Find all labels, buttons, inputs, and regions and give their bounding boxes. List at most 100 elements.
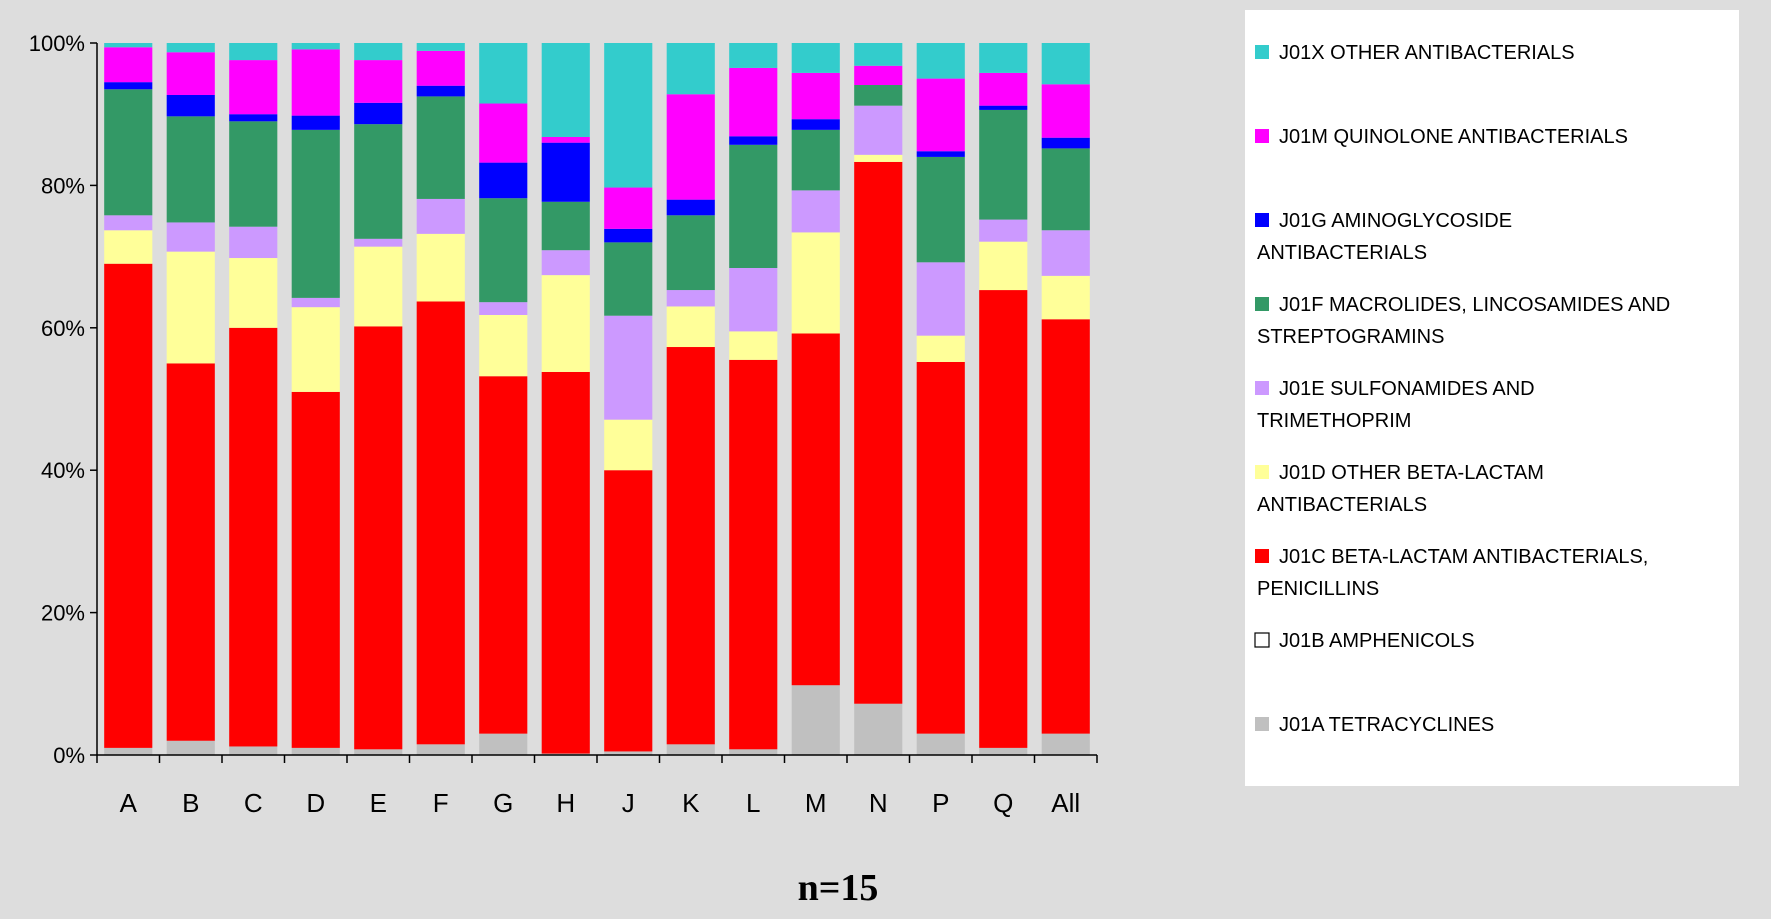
bar-segment-F-series-4 (416, 198, 465, 234)
bar-segment-E-series-2 (354, 326, 403, 750)
bar-segment-D-series-3 (291, 307, 340, 392)
bar-segment-C-series-2 (229, 327, 278, 747)
bar-segment-Q-series-4 (979, 219, 1028, 242)
bar-segment-C-series-0 (229, 746, 278, 755)
bar-segment-N-series-4 (854, 105, 903, 155)
bar-segment-G-series-6 (479, 162, 528, 199)
bar-segment-B-series-4 (166, 222, 215, 252)
x-category-label: P (932, 788, 949, 818)
bar-segment-K-series-5 (666, 215, 715, 291)
bar-segment-N-series-3 (854, 154, 903, 162)
bar-segment-L-series-8 (729, 43, 778, 68)
bar-segment-C-series-8 (229, 43, 278, 61)
bar-segment-M-series-0 (791, 685, 840, 755)
legend-label: J01D OTHER BETA-LACTAM (1279, 462, 1544, 484)
bar-segment-P-series-3 (916, 335, 965, 362)
legend-swatch (1255, 213, 1269, 227)
bar-segment-C-series-6 (229, 114, 278, 122)
bar-segment-D-series-6 (291, 115, 340, 130)
x-category-label: K (682, 788, 700, 818)
bar-segment-A-series-3 (104, 230, 153, 264)
bar-segment-N-series-5 (854, 85, 903, 106)
bar-segment-A-series-7 (104, 47, 153, 83)
bar-segment-D-series-0 (291, 747, 340, 755)
bars-layer (104, 43, 1090, 755)
bar-segment-C-series-7 (229, 60, 278, 115)
x-category-label: E (370, 788, 387, 818)
bar-segment-N-series-7 (854, 65, 903, 85)
bar-segment-B-series-3 (166, 251, 215, 364)
bar-segment-All-series-3 (1041, 275, 1090, 320)
y-tick-label: 40% (41, 458, 85, 483)
bar-segment-L-series-7 (729, 67, 778, 137)
bar-segment-L-series-3 (729, 331, 778, 360)
bar-segment-Q-series-7 (979, 72, 1028, 106)
legend-label: ANTIBACTERIALS (1257, 494, 1427, 516)
bar-segment-A-series-0 (104, 747, 153, 755)
bar-segment-P-series-5 (916, 156, 965, 263)
bar-segment-A-series-8 (104, 43, 153, 48)
bar-segment-M-series-3 (791, 232, 840, 334)
bar-segment-All-series-0 (1041, 733, 1090, 755)
bar-segment-B-series-6 (166, 94, 215, 117)
bar-segment-A-series-5 (104, 89, 153, 216)
bar-segment-All-series-8 (1041, 43, 1090, 85)
bar-segment-P-series-6 (916, 151, 965, 157)
bar-segment-B-series-7 (166, 52, 215, 95)
legend-swatch (1255, 45, 1269, 59)
bar-segment-N-series-8 (854, 43, 903, 66)
y-tick-label: 60% (41, 316, 85, 341)
bar-segment-H-series-6 (541, 142, 590, 202)
bar-segment-K-series-0 (666, 744, 715, 755)
bar-segment-G-series-4 (479, 302, 528, 315)
bar-segment-Q-series-3 (979, 241, 1028, 291)
bar-segment-J-series-5 (604, 242, 653, 316)
bar-segment-L-series-5 (729, 144, 778, 268)
legend-swatch (1255, 549, 1269, 563)
bar-segment-H-series-8 (541, 43, 590, 137)
legend-label: PENICILLINS (1257, 578, 1379, 600)
bar-segment-G-series-3 (479, 314, 528, 377)
bar-segment-K-series-4 (666, 290, 715, 307)
bar-segment-F-series-6 (416, 85, 465, 97)
bar-segment-All-series-6 (1041, 137, 1090, 149)
legend-swatch (1255, 717, 1269, 731)
bar-segment-B-series-5 (166, 116, 215, 223)
bar-segment-D-series-7 (291, 49, 340, 116)
bar-segment-B-series-0 (166, 740, 215, 755)
bar-segment-P-series-2 (916, 361, 965, 734)
legend-label: ANTIBACTERIALS (1257, 242, 1427, 264)
bar-segment-F-series-7 (416, 50, 465, 86)
bar-segment-N-series-0 (854, 703, 903, 755)
legend-label: J01F MACROLIDES, LINCOSAMIDES AND (1279, 294, 1670, 316)
bar-segment-F-series-8 (416, 43, 465, 51)
legend-swatch (1255, 297, 1269, 311)
bar-segment-G-series-7 (479, 103, 528, 163)
legend-label: TRIMETHOPRIM (1257, 410, 1411, 432)
bar-segment-All-series-7 (1041, 84, 1090, 138)
bar-segment-F-series-2 (416, 301, 465, 745)
bar-segment-E-series-5 (354, 124, 403, 239)
x-category-label: All (1051, 788, 1080, 818)
y-tick-label: 80% (41, 173, 85, 198)
bar-segment-B-series-8 (166, 43, 215, 53)
bar-segment-C-series-3 (229, 258, 278, 328)
bar-segment-E-series-3 (354, 246, 403, 327)
bar-segment-All-series-5 (1041, 148, 1090, 231)
x-category-label: J (622, 788, 635, 818)
legend-label: J01E SULFONAMIDES AND (1279, 378, 1535, 400)
legend-label: J01M QUINOLONE ANTIBACTERIALS (1279, 126, 1628, 148)
x-category-label: D (306, 788, 325, 818)
bar-segment-M-series-6 (791, 119, 840, 130)
bar-segment-J-series-8 (604, 43, 653, 188)
axes: 0% 20% 40% 60% 80% 100% A B C D E F G H J K L M N P Q All (29, 31, 1098, 818)
bar-segment-C-series-4 (229, 226, 278, 259)
bar-segment-G-series-5 (479, 198, 528, 303)
bar-segment-M-series-7 (791, 72, 840, 120)
legend-box (1245, 10, 1739, 786)
bar-segment-F-series-3 (416, 233, 465, 302)
bar-segment-J-series-2 (604, 470, 653, 752)
legend-label: J01X OTHER ANTIBACTERIALS (1279, 42, 1575, 64)
y-tick-label: 20% (41, 601, 85, 626)
